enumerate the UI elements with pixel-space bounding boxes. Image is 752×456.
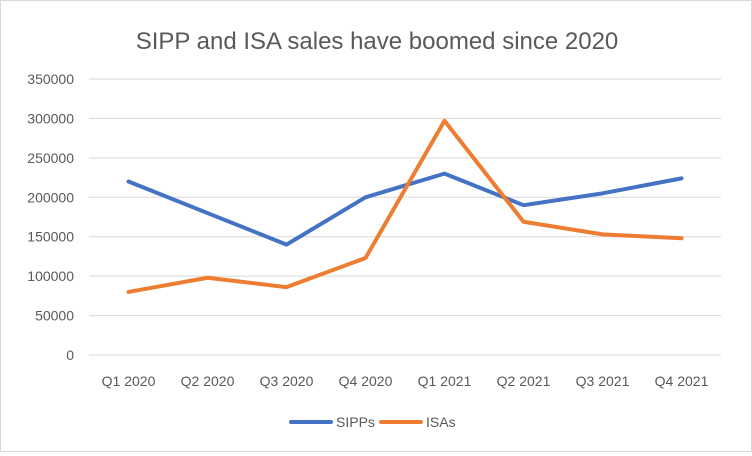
y-tick-label: 200000 [27,189,74,205]
legend-item-sipps: SIPPs [291,414,375,430]
y-tick-label: 150000 [27,229,74,245]
y-tick-label: 250000 [27,150,74,166]
x-tick-label: Q3 2020 [260,373,314,389]
x-tick-label: Q3 2021 [576,373,630,389]
y-tick-label: 100000 [27,268,74,284]
x-tick-label: Q4 2021 [655,373,709,389]
legend-label: SIPPs [336,414,375,430]
chart-title: SIPP and ISA sales have boomed since 202… [136,28,619,55]
x-tick-label: Q2 2020 [181,373,235,389]
x-tick-label: Q4 2020 [339,373,393,389]
y-tick-label: 50000 [35,308,74,324]
y-tick-label: 350000 [27,71,74,87]
y-tick-label: 0 [66,347,74,363]
legend-label: ISAs [426,414,456,430]
x-tick-label: Q1 2020 [102,373,156,389]
x-tick-label: Q1 2021 [418,373,472,389]
x-tick-label: Q2 2021 [497,373,551,389]
legend-item-isas: ISAs [381,414,456,430]
y-tick-label: 300000 [27,110,74,126]
series-line-isas [129,121,682,292]
